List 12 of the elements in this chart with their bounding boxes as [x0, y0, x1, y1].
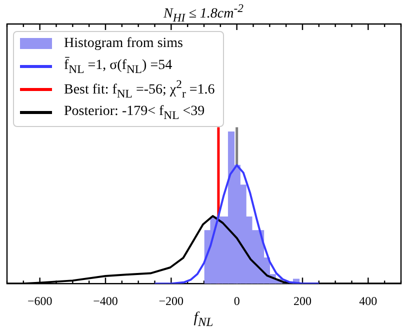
x-tick-label: −200: [158, 294, 184, 308]
legend-label: f̄$_{NL}$ =1, σ(f$_{NL}$) =54: [64, 58, 172, 76]
x-tick-label: 400: [359, 294, 378, 308]
legend-label: Best fit: f$_{NL}$ =-56; χ$^{2}$$_{r}$ =1.6: [64, 78, 215, 101]
legend-label: Histogram from sims: [64, 36, 183, 52]
chart-title: N$_{HI}$ ≤ 1.8cm$^{-2}$: [162, 2, 244, 24]
x-tick-label: 0: [234, 294, 240, 308]
x-tick-label: 200: [294, 294, 312, 308]
x-tick-label: −400: [93, 294, 118, 308]
x-axis-title: f$_{NL}$: [192, 310, 214, 330]
x-tick-label: −600: [27, 294, 52, 308]
legend-label: Posterior: -179< f$_{NL}$ <39: [64, 104, 205, 122]
